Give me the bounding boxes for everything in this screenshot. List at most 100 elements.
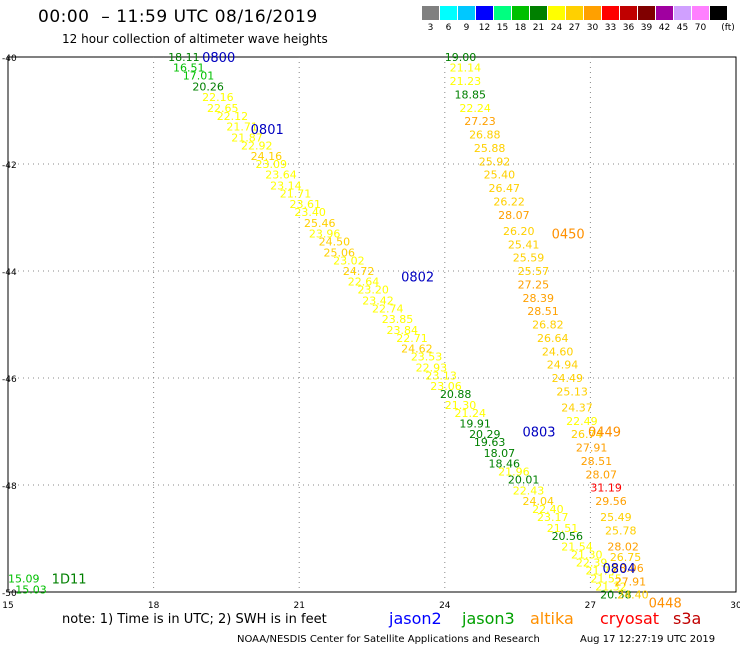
wave-height-label: 28.07	[498, 209, 529, 222]
wave-height-label: 19.91	[459, 417, 491, 430]
pass-time-label: 0802	[401, 270, 434, 285]
wave-height-label: 23.13	[425, 369, 457, 382]
pass-time-label: 0800	[202, 51, 235, 66]
wave-height-label: 18.11	[168, 51, 200, 64]
color-scale-label: 30	[586, 23, 599, 33]
generation-timestamp: Aug 17 12:27:19 UTC 2019	[580, 634, 716, 645]
wave-height-label: 18.07	[484, 447, 516, 460]
wave-height-label: 21.24	[455, 407, 487, 420]
wave-height-label: 24.04	[522, 495, 554, 508]
wave-height-label: 24.40	[617, 589, 649, 602]
wave-height-label: 23.02	[333, 254, 365, 267]
wave-height-label: 22.74	[372, 302, 404, 315]
color-swatch	[656, 6, 673, 20]
color-scale-label: 15	[496, 23, 509, 33]
color-swatch	[638, 6, 655, 20]
wave-height-label: 31.19	[590, 482, 622, 495]
color-swatch	[710, 6, 727, 20]
wave-height-label: 21.71	[280, 187, 312, 200]
color-scale-label: 33	[604, 23, 617, 33]
wave-height-label: 23.85	[382, 313, 414, 326]
mission-label-s3a: s3a	[673, 609, 702, 628]
x-tick-label: 24	[439, 601, 451, 611]
wave-height-label: 22.43	[513, 484, 545, 497]
color-scale-label: 12	[478, 23, 491, 33]
wave-height-label: 29.56	[595, 495, 627, 508]
wave-height-label: 21.87	[231, 131, 263, 144]
color-scale-label: 21	[532, 23, 545, 33]
page-subtitle: 12 hour collection of altimeter wave hei…	[62, 32, 328, 46]
x-tick-label: 15	[2, 601, 13, 611]
x-tick-label: 27	[585, 601, 596, 611]
wave-height-label: 25.46	[304, 217, 336, 230]
wave-height-label: 26.82	[532, 319, 564, 332]
color-swatch	[602, 6, 619, 20]
wave-height-label: 23.53	[411, 351, 443, 364]
color-swatch	[548, 6, 565, 20]
y-tick-label: -50	[2, 589, 17, 599]
wave-height-label: 23.42	[362, 294, 394, 307]
wave-height-label: 23.09	[256, 158, 288, 171]
wave-height-label: 21.23	[450, 75, 482, 88]
wave-height-label: 20.88	[440, 388, 472, 401]
wave-height-label: 25.59	[513, 252, 545, 265]
color-scale-label: 70	[694, 23, 707, 33]
wave-height-label: 27.91	[576, 442, 608, 455]
color-scale-label: 45	[676, 23, 689, 33]
wave-height-label: 22.16	[202, 91, 234, 104]
pass-time-label: 0449	[588, 426, 621, 441]
color-swatch	[620, 6, 637, 20]
wave-height-label: 26.20	[503, 225, 535, 238]
wave-height-label: 26.75	[610, 551, 642, 564]
wave-height-label: 27.23	[464, 115, 496, 128]
wave-height-label: 22.24	[459, 102, 491, 115]
pass-time-label: 0448	[649, 597, 682, 612]
wave-height-label: 23.14	[270, 179, 302, 192]
wave-height-label: 25.88	[474, 142, 506, 155]
wave-height-label: 24.16	[251, 150, 283, 163]
wave-height-label: 28.51	[581, 455, 613, 468]
wave-height-label: 28.07	[586, 468, 618, 481]
wave-height-label: 28.02	[607, 541, 639, 554]
color-scale-label: 42	[658, 23, 671, 33]
color-swatch	[494, 6, 511, 20]
mission-label-jason3: jason3	[462, 609, 515, 628]
wave-height-label: 25.06	[323, 246, 355, 259]
wave-height-label: 28.39	[522, 292, 554, 305]
wave-height-label: 22.65	[207, 102, 239, 115]
y-tick-label: -44	[2, 268, 17, 278]
wave-height-label: 25.78	[605, 524, 637, 537]
wave-height-label: 17.01	[183, 70, 215, 83]
wave-height-label: 22.92	[241, 139, 273, 152]
color-scale-label: 18	[514, 23, 527, 33]
wave-height-label: 24.50	[319, 236, 351, 249]
color-swatch	[530, 6, 547, 20]
footnote: note: 1) Time is in UTC; 2) SWH is in fe…	[62, 612, 327, 627]
color-swatch	[440, 6, 457, 20]
wave-height-label: 22.12	[217, 110, 249, 123]
color-scale-label: 24	[550, 23, 563, 33]
wave-height-label: 24.72	[343, 265, 375, 278]
color-swatch	[422, 6, 439, 20]
wave-height-label: 18.85	[455, 88, 487, 101]
wave-height-label: 26.22	[493, 195, 525, 208]
wave-height-label: 21.96	[498, 466, 529, 479]
mission-label-cryosat: cryosat	[600, 609, 660, 628]
color-swatch	[692, 6, 709, 20]
wave-height-label: 19.63	[474, 436, 506, 449]
wave-height-label: 25.92	[479, 155, 511, 168]
wave-height-label: 26.74	[571, 428, 603, 441]
wave-height-label: 25.40	[484, 169, 516, 182]
wave-height-label: 25.57	[518, 265, 550, 278]
page-title: 00:00 – 11:59 UTC 08/16/2019	[38, 7, 318, 27]
wave-height-label: 22.39	[576, 557, 608, 570]
wave-height-label: 21.54	[561, 541, 593, 554]
wave-height-label: 19.00	[445, 51, 477, 64]
wave-height-label: 28.51	[527, 305, 559, 318]
wave-height-label: 26.64	[537, 332, 569, 345]
wave-height-label: 25.49	[600, 511, 632, 524]
wave-height-label: 23.61	[289, 198, 321, 211]
pass-time-label: 1D11	[52, 573, 87, 588]
wave-height-label: 23.40	[294, 206, 326, 219]
